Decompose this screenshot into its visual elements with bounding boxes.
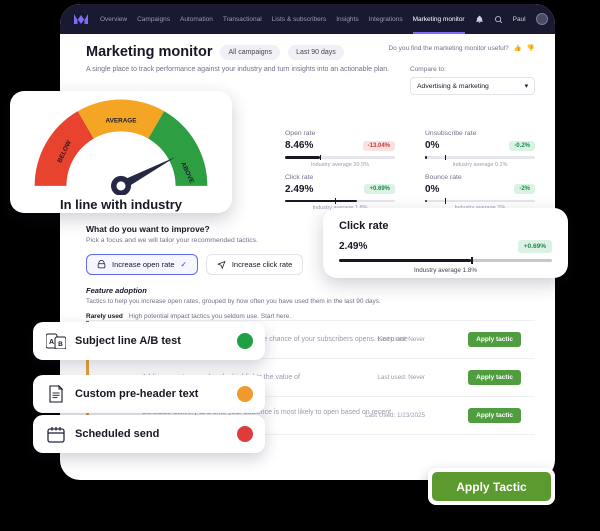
svg-text:B: B: [58, 341, 63, 348]
svg-text:AVERAGE: AVERAGE: [106, 117, 137, 124]
svg-text:A: A: [49, 339, 54, 346]
